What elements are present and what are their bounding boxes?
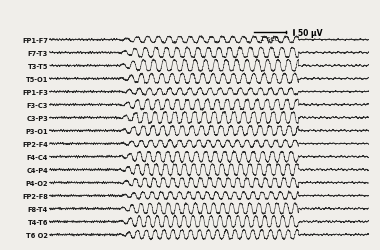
Text: 1 sec: 1 sec xyxy=(260,36,279,42)
Text: 50 μV: 50 μV xyxy=(298,29,323,38)
